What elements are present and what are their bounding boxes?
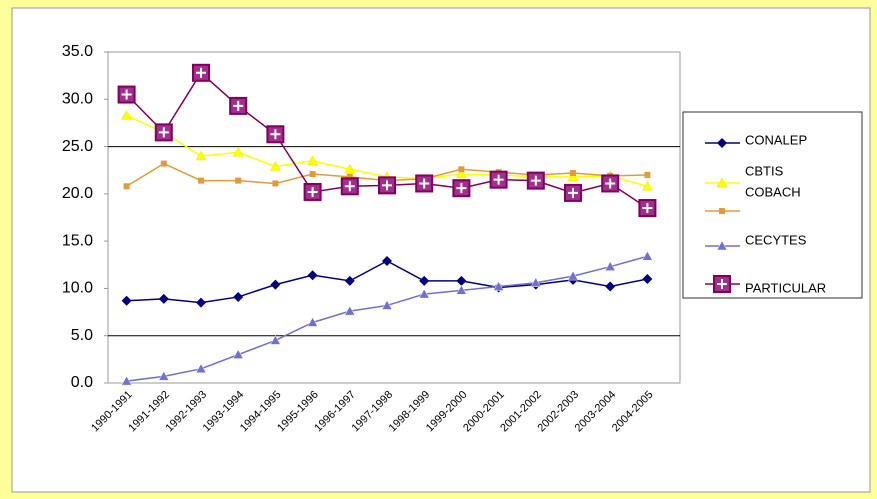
data-point	[117, 85, 136, 104]
data-point	[229, 96, 248, 115]
plot-area	[107, 51, 681, 384]
marker-cross	[270, 129, 281, 140]
y-tick-label: 25.0	[62, 138, 93, 155]
y-tick-label: 15.0	[62, 232, 93, 249]
data-point	[493, 281, 505, 291]
data-point	[307, 155, 319, 166]
data-point	[196, 297, 206, 308]
data-point	[269, 334, 281, 345]
data-point	[419, 275, 430, 286]
data-point	[160, 160, 167, 167]
y-tick-label: 20.0	[62, 185, 93, 202]
data-point	[232, 146, 244, 157]
data-point	[123, 183, 130, 190]
data-point	[344, 305, 356, 316]
y-tick-label: 0.0	[71, 374, 93, 391]
legend-marker	[716, 177, 728, 188]
data-point	[344, 163, 356, 174]
data-point	[272, 180, 279, 187]
data-point	[158, 293, 169, 304]
data-point	[158, 370, 170, 381]
legend-label: COBACH	[745, 184, 801, 199]
marker-cross	[344, 181, 355, 192]
data-point	[303, 182, 322, 201]
data-point	[121, 109, 133, 120]
data-point	[346, 173, 353, 180]
data-point	[452, 179, 471, 198]
y-tick-label: 30.0	[62, 91, 93, 108]
data-point	[570, 170, 576, 177]
data-point	[638, 199, 657, 218]
data-point	[121, 295, 132, 306]
data-point	[307, 316, 319, 327]
data-point	[604, 261, 616, 271]
data-point	[154, 123, 173, 142]
data-point	[415, 174, 434, 193]
data-point	[307, 270, 318, 281]
data-point	[644, 171, 651, 178]
data-point	[418, 288, 430, 299]
data-point	[266, 125, 285, 144]
data-point	[195, 150, 207, 161]
y-tick-label: 10.0	[62, 280, 93, 297]
marker-cross	[158, 127, 169, 138]
data-point	[601, 174, 620, 193]
data-point	[192, 63, 210, 82]
data-point	[456, 275, 467, 286]
data-point	[455, 284, 467, 295]
marker-cross	[456, 183, 467, 194]
data-point	[269, 160, 281, 171]
marker-cross	[419, 178, 430, 189]
data-point	[198, 177, 204, 184]
data-point	[641, 180, 653, 191]
data-point	[455, 168, 467, 179]
data-point	[344, 275, 355, 286]
legend-label: CBTIS	[745, 163, 784, 178]
legend-label: CECYTES	[745, 232, 807, 247]
marker-cross	[605, 178, 616, 189]
data-point	[381, 299, 393, 310]
data-point	[564, 183, 582, 202]
data-point	[567, 270, 579, 281]
data-point	[642, 273, 653, 284]
legend-marker	[713, 275, 731, 293]
data-point	[270, 279, 281, 290]
legend-label: PARTICULAR	[745, 280, 826, 295]
y-tick-label: 35.0	[62, 43, 93, 60]
marker-cross	[493, 174, 504, 185]
data-point	[232, 349, 244, 359]
marker-cross	[307, 186, 318, 197]
data-point	[233, 291, 244, 302]
legend-label: CONALEP	[745, 132, 807, 147]
marker-cross	[121, 89, 132, 100]
legend-marker	[716, 240, 728, 251]
data-point	[489, 170, 508, 189]
marker-cross	[530, 175, 541, 186]
data-point	[235, 177, 242, 184]
data-point	[526, 171, 545, 190]
legend-marker	[719, 208, 725, 214]
data-point	[121, 375, 133, 386]
data-point	[309, 170, 316, 177]
data-point	[530, 277, 542, 288]
y-tick-label: 5.0	[71, 327, 93, 344]
marker-cross	[717, 279, 727, 289]
marker-cross	[382, 180, 392, 191]
data-point	[458, 166, 465, 173]
data-point	[378, 176, 396, 195]
data-point	[567, 171, 579, 182]
data-point	[340, 177, 359, 196]
data-point	[382, 256, 392, 267]
marker-cross	[568, 187, 578, 198]
marker-cross	[233, 100, 244, 111]
data-point	[605, 281, 616, 292]
marker-cross	[642, 203, 653, 214]
legend-marker	[717, 138, 727, 148]
data-point	[641, 250, 653, 261]
marker-cross	[196, 67, 206, 78]
data-point	[195, 363, 207, 374]
